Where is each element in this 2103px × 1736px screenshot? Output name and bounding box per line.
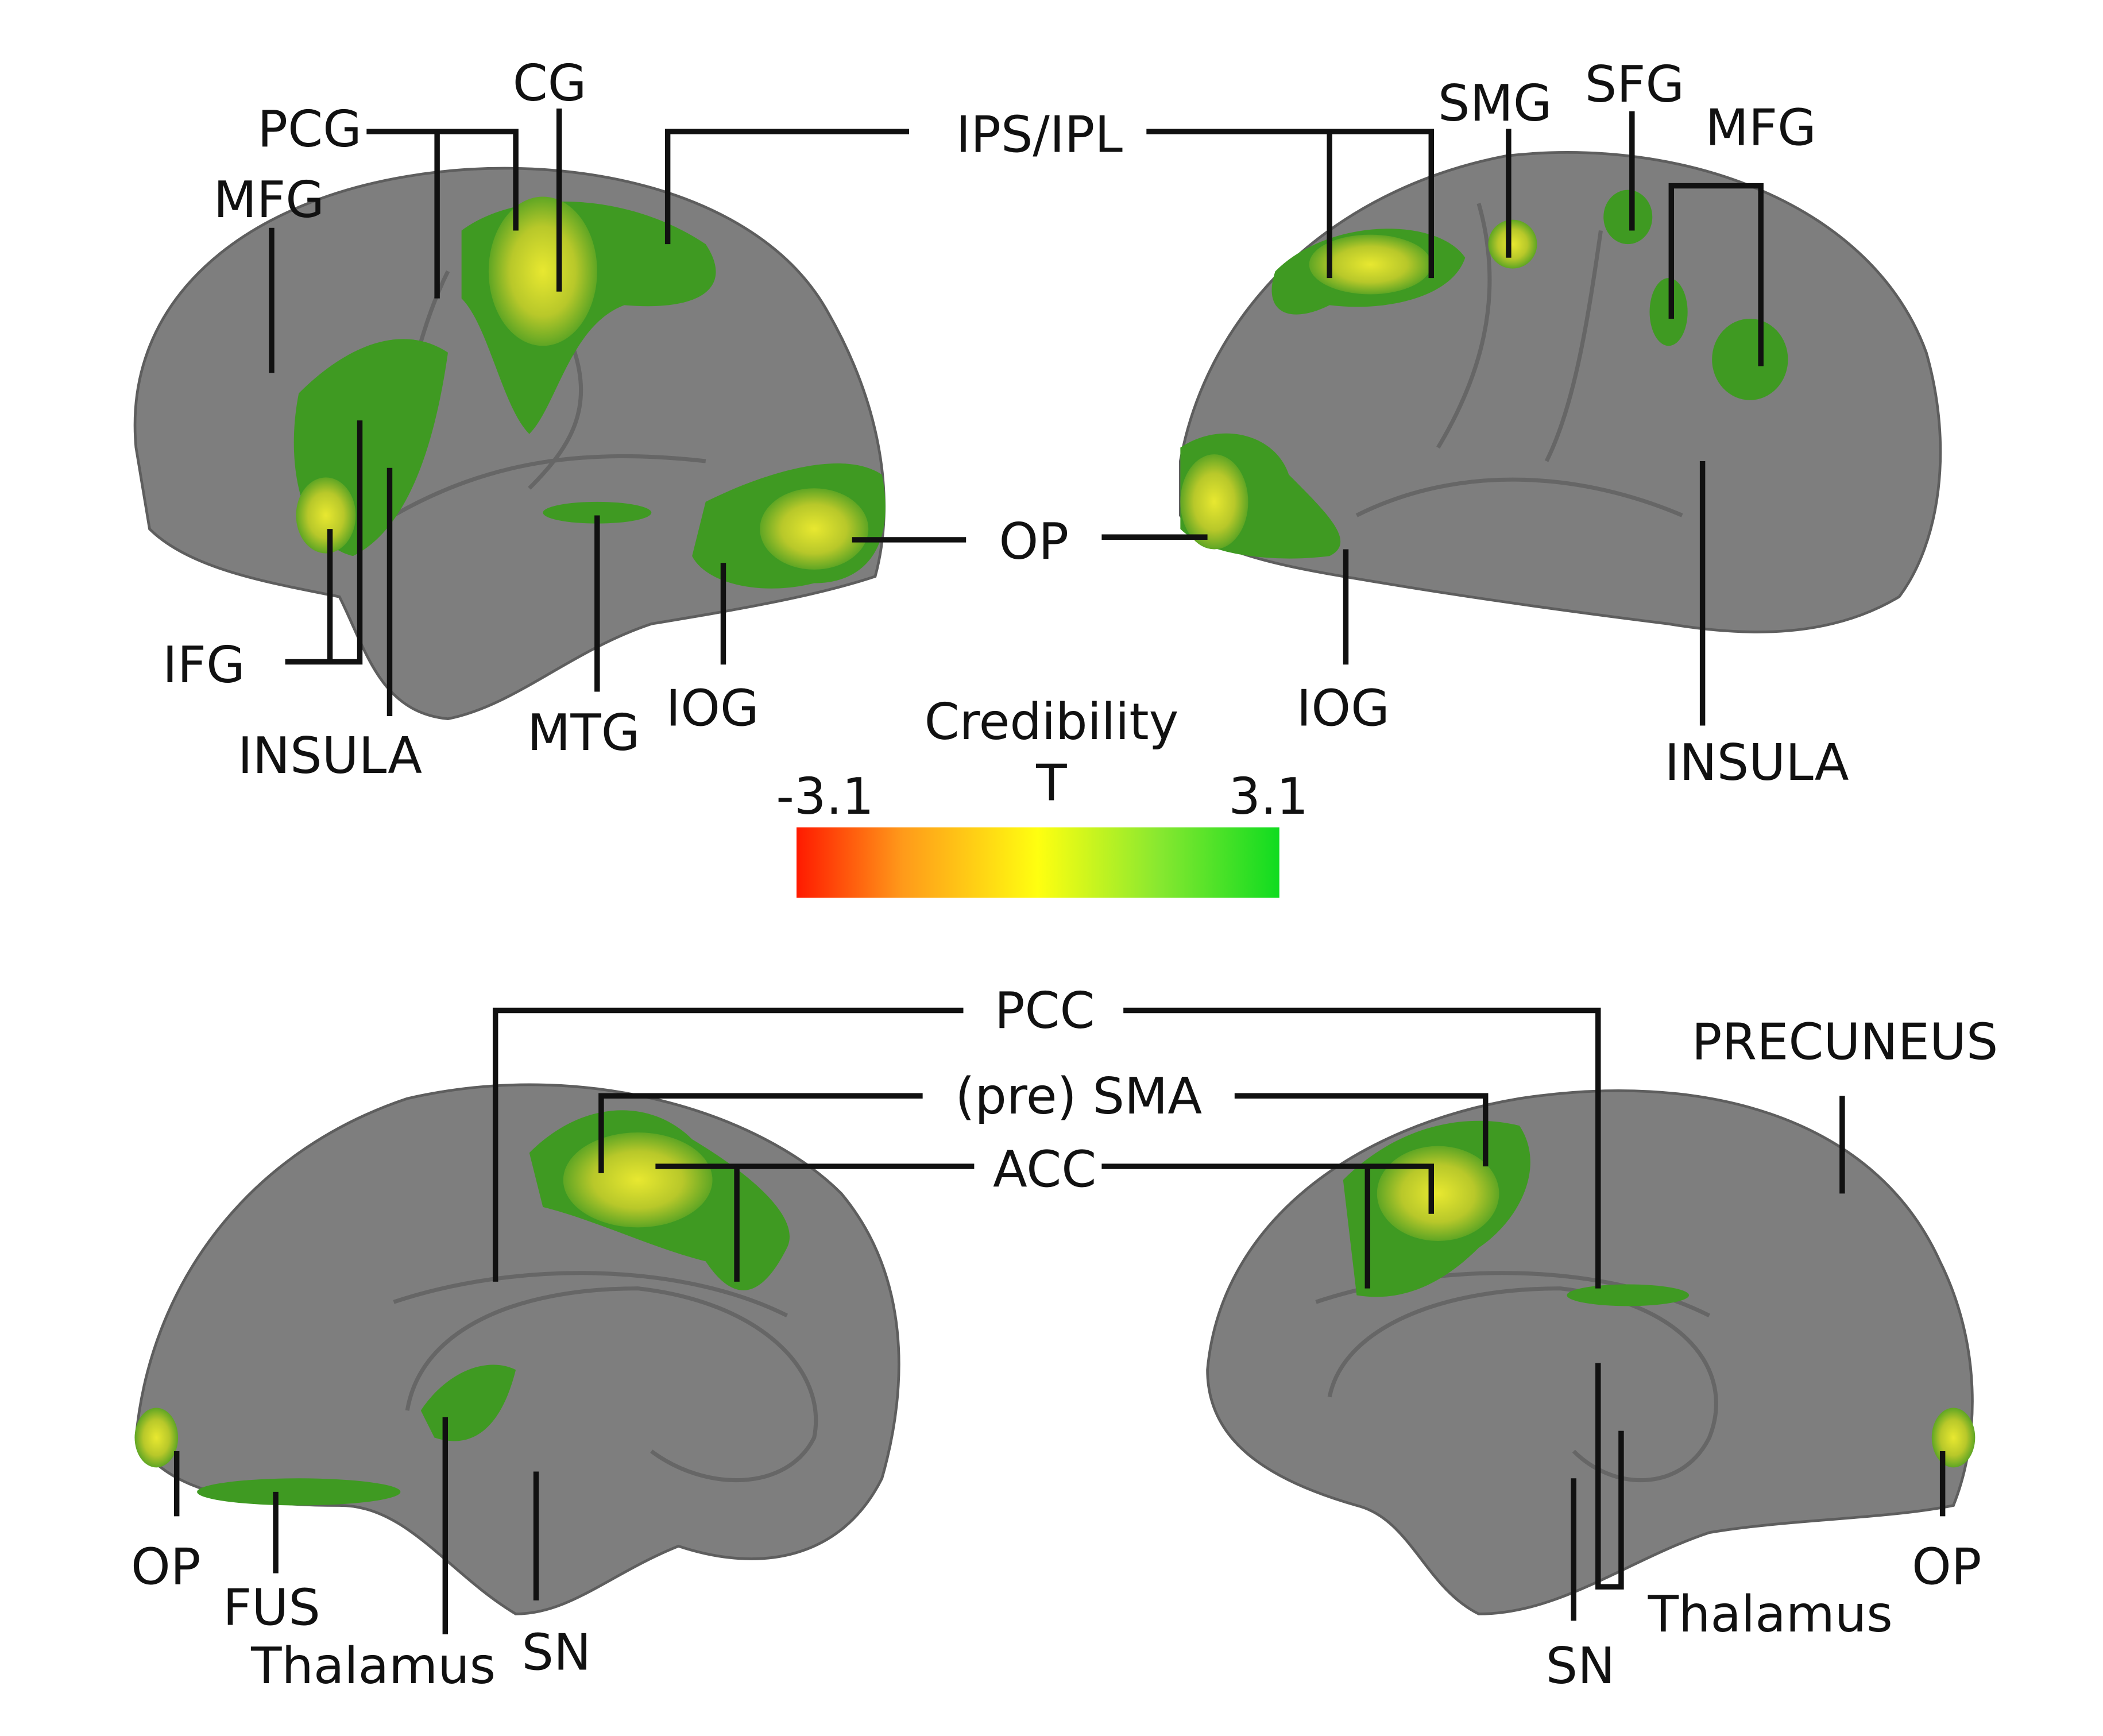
region-label: PCG (257, 100, 361, 158)
brain-lateral-left (133, 167, 886, 721)
region-label: (pre) SMA (955, 1067, 1202, 1126)
colorbar-subtitle: T (1035, 753, 1067, 812)
region-label: INSULA (1665, 733, 1849, 792)
brain-lateral-right (1179, 151, 1942, 633)
region-label: MTG (527, 703, 640, 762)
region-label: OP (999, 512, 1069, 571)
leader-lines (173, 108, 1946, 1634)
brain-medial-right (1206, 1089, 1976, 1615)
region-label: PCC (995, 981, 1095, 1040)
region-label: CG (513, 54, 587, 113)
region-label: PRECUNEUS (1692, 1013, 1998, 1072)
colorbar-max: 3.1 (1228, 767, 1308, 826)
brain-medial-left (134, 1083, 900, 1615)
colorbar-min: -3.1 (776, 767, 873, 826)
region-label: ACC (993, 1140, 1096, 1199)
colorbar (796, 827, 1279, 898)
region-label: OP (1912, 1537, 1981, 1596)
region-label: MFG (214, 171, 324, 229)
colorbar-title: Credibility (925, 693, 1179, 751)
region-label: IFG (163, 636, 245, 694)
region-label: SMG (1438, 74, 1552, 133)
region-label: SN (1546, 1637, 1615, 1695)
region-label: Thalamus (250, 1637, 496, 1695)
region-label: INSULA (238, 726, 422, 785)
region-label: SN (522, 1623, 592, 1681)
region-label: IOG (1297, 679, 1390, 738)
region-label: IPS/IPL (956, 106, 1123, 164)
region-label: OP (131, 1537, 200, 1596)
region-label: FUS (223, 1578, 320, 1637)
region-label: SFG (1585, 55, 1684, 114)
region-label: Thalamus (1648, 1585, 1893, 1644)
region-label: MFG (1705, 99, 1816, 157)
region-label: IOG (666, 679, 759, 738)
